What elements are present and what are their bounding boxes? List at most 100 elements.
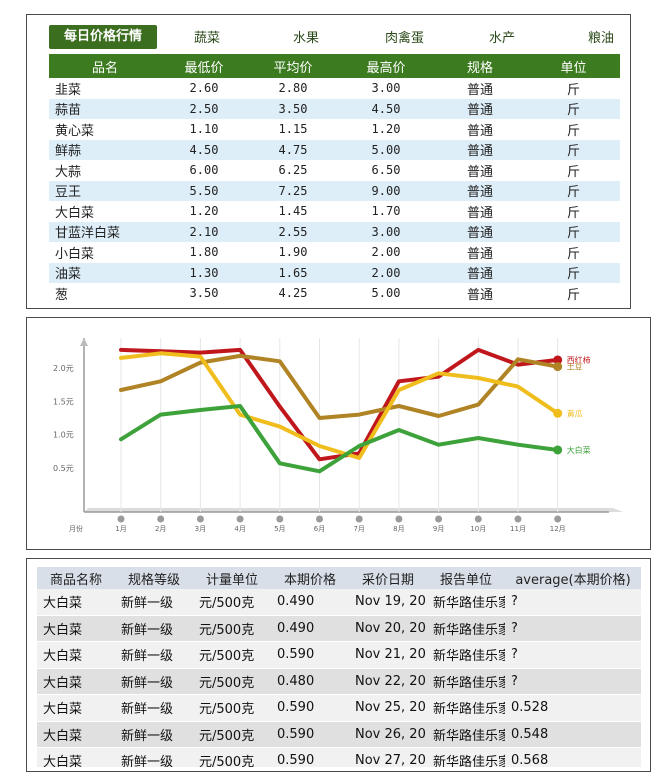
- col-header-grade[interactable]: 规格等级: [115, 567, 193, 589]
- y-axis-arrow: [80, 338, 88, 346]
- min-price-cell: 1.20: [189, 204, 219, 219]
- reporter-cell: 新华路佳乐家: [427, 641, 505, 669]
- avg-price-cell: 3.50: [247, 98, 339, 119]
- measure-unit-cell: 元/500克: [193, 747, 271, 767]
- col-header-max-price: 最高价: [366, 60, 406, 76]
- product-name-cell: 鲜蒜: [49, 139, 161, 160]
- product-name-cell: 大白菜: [37, 668, 115, 695]
- price-row: 黄心菜 1.10 1.15 1.20 普通 斤: [49, 119, 620, 140]
- collection-records-panel: 商品名称 规格等级 计量单位 本期价格 采价日期 报告单位 average(本期…: [26, 558, 651, 772]
- collect-date-cell: Nov 26, 2013: [349, 721, 427, 748]
- x-tick-marker: [316, 515, 323, 523]
- price-row: 甘蓝洋白菜 2.10 2.55 3.00 普通斤: [49, 221, 620, 242]
- price-trend-chart-panel: 0.5元 1.0元 1.5元 2.0元 月份 1月 2月 3月 4月 5月 6月 7月 8月 9月 10月…: [26, 317, 651, 550]
- price-table: 品名 最低价 平均价 最高价 规格 单位 韭菜 2.60 2.80 3.00 普通斤蒜苗…: [49, 54, 620, 304]
- x-tick-marker: [276, 515, 284, 523]
- tab-meat-poultry-eggs[interactable]: 肉禽蛋: [385, 31, 425, 46]
- product-name-cell: 小白菜: [55, 246, 95, 262]
- grade-cell: 新鲜一级: [115, 668, 193, 695]
- x-tick-label: 1月: [115, 525, 126, 533]
- series-line-2: [119, 353, 560, 420]
- price-row: 大蒜 6.00 6.25 6.50 普通 斤: [49, 160, 620, 181]
- max-price-cell: 3.00: [371, 81, 401, 96]
- price-row: 葱 3.50 4.25 5.00 普通 斤: [49, 283, 620, 304]
- x-axis-base: [84, 508, 623, 512]
- tab-grain-oil[interactable]: 粮油: [588, 31, 615, 46]
- product-name-cell: 蒜苗: [49, 98, 161, 119]
- min-price-cell: 1.80: [189, 245, 219, 260]
- measure-unit-cell: 元/500克: [193, 589, 271, 616]
- average-price-cell: 0.528: [505, 694, 641, 722]
- avg-price-cell: 1.90: [278, 245, 308, 260]
- col-header-reporter[interactable]: 报告单位: [427, 567, 505, 589]
- legend-marker: [553, 445, 563, 455]
- spec-cell: 普通: [466, 82, 493, 98]
- x-tick-marker: [435, 515, 443, 523]
- unit-cell: 斤: [566, 287, 580, 303]
- price-trend-chart: 0.5元 1.0元 1.5元 2.0元 月份 1月 2月 3月 4月 5月 6月 7月 8月 9月 10月…: [53, 338, 623, 533]
- min-price-cell: 5.50: [161, 180, 247, 201]
- reporter-cell: 新华路佳乐家: [427, 721, 505, 748]
- avg-price-cell: 1.65: [247, 262, 339, 283]
- price-row: 蒜苗 2.50 3.50 4.50 普通斤: [49, 98, 620, 119]
- col-header-spec: 规格: [466, 60, 493, 76]
- product-name-cell: 大白菜: [37, 747, 115, 767]
- col-header-product-name[interactable]: 商品名称: [37, 567, 115, 589]
- reporter-cell: 新华路佳乐家: [427, 747, 505, 767]
- max-price-cell: 6.50: [371, 163, 401, 178]
- product-name-cell: 大白菜: [55, 205, 95, 221]
- x-axis-label: 月份: [69, 524, 83, 533]
- x-tick-marker: [395, 515, 403, 523]
- product-name-cell: 大白菜: [37, 721, 115, 748]
- price-row: 鲜蒜 4.50 4.75 5.00 普通斤: [49, 139, 620, 160]
- col-header-average-price[interactable]: average(本期价格): [505, 567, 641, 589]
- x-tick-label: 9月: [433, 525, 444, 533]
- current-price-cell: 0.490: [271, 589, 349, 616]
- legend-label: 土豆: [567, 362, 583, 372]
- price-table-header: 品名 最低价 平均价 最高价 规格 单位: [49, 54, 620, 78]
- current-price-cell: 0.490: [271, 615, 349, 642]
- product-name-cell: 大白菜: [37, 694, 115, 722]
- product-name-cell: 大蒜: [55, 164, 82, 180]
- tab-daily-price[interactable]: 每日价格行情: [49, 25, 157, 49]
- series-line-4: [119, 404, 560, 474]
- x-tick-marker: [157, 515, 165, 523]
- spec-cell: 普通: [466, 246, 493, 262]
- average-price-cell: 0.548: [505, 721, 641, 748]
- unit-cell: 斤: [527, 98, 620, 119]
- spec-cell: 普通: [433, 180, 527, 201]
- avg-price-cell: 4.25: [278, 286, 308, 301]
- col-header-measure-unit[interactable]: 计量单位: [193, 567, 271, 589]
- tab-fruits[interactable]: 水果: [293, 31, 320, 46]
- x-tick-label: 2月: [155, 525, 166, 533]
- tab-seafood[interactable]: 水产: [489, 31, 516, 46]
- min-price-cell: 6.00: [189, 163, 219, 178]
- tab-vegetables[interactable]: 蔬菜: [194, 31, 221, 46]
- spec-cell: 普通: [466, 123, 493, 139]
- x-tick-label: 5月: [274, 525, 285, 533]
- grade-cell: 新鲜一级: [115, 589, 193, 616]
- max-price-cell: 2.00: [371, 245, 401, 260]
- reporter-cell: 新华路佳乐家: [427, 694, 505, 722]
- product-name-cell: 大白菜: [37, 615, 115, 642]
- x-tick-label: 12月: [550, 525, 566, 533]
- collection-table-header: 商品名称 规格等级 计量单位 本期价格 采价日期 报告单位 average(本期…: [37, 567, 641, 589]
- spec-cell: 普通: [466, 164, 493, 180]
- col-header-current-price[interactable]: 本期价格: [271, 567, 349, 589]
- spec-cell: 普通: [466, 287, 493, 303]
- product-name-cell: 甘蓝洋白菜: [49, 221, 161, 242]
- max-price-cell: 5.00: [339, 139, 433, 160]
- product-name-cell: 葱: [55, 287, 69, 303]
- col-header-collect-date[interactable]: 采价日期: [349, 567, 427, 589]
- product-name-cell: 大白菜: [37, 589, 115, 616]
- reporter-cell: 新华路佳乐家: [427, 668, 505, 695]
- max-price-cell: 1.20: [371, 122, 401, 137]
